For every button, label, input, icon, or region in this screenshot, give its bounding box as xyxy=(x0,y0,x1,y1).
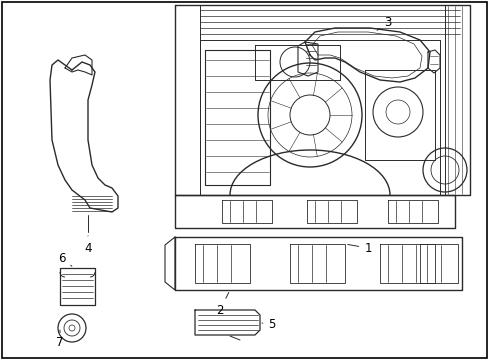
Text: 1: 1 xyxy=(347,242,371,255)
Text: 7: 7 xyxy=(56,330,63,348)
Text: 5: 5 xyxy=(262,319,275,332)
Text: 4: 4 xyxy=(84,236,92,255)
Text: 3: 3 xyxy=(376,15,391,30)
Text: 2: 2 xyxy=(216,292,228,316)
Text: 6: 6 xyxy=(58,252,72,266)
